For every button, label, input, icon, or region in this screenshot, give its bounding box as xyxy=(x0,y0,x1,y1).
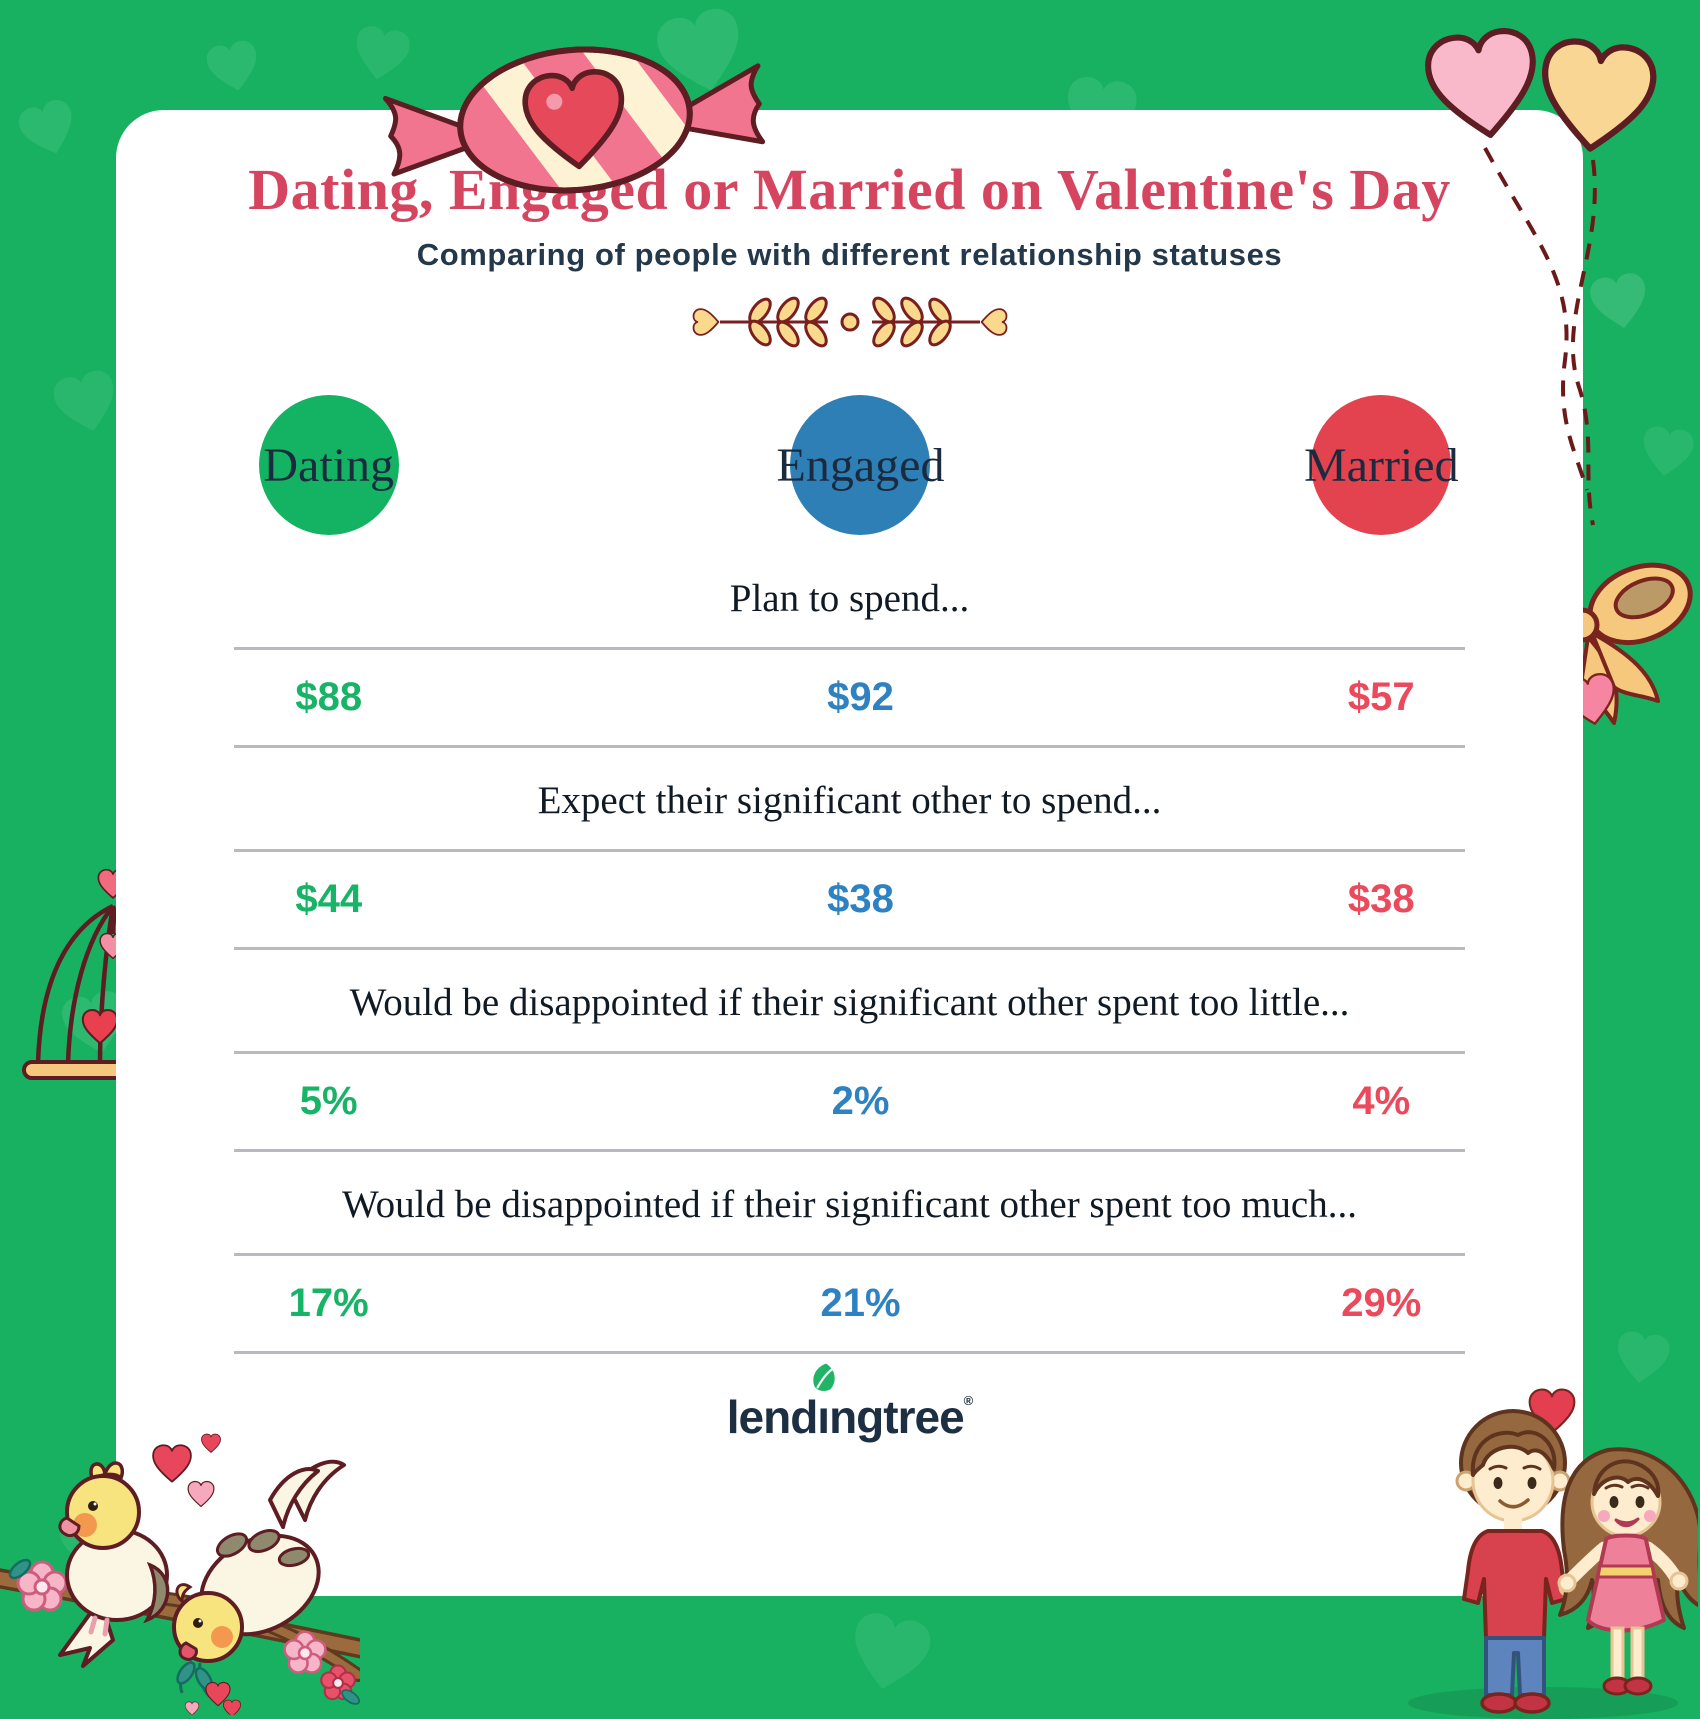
stat-value-engaged: $38 xyxy=(827,877,894,921)
stat-question: Would be disappointed if their significa… xyxy=(342,1183,1357,1226)
divider xyxy=(234,849,1465,852)
stat-value-engaged: 2% xyxy=(831,1079,890,1123)
married-circle xyxy=(1311,395,1452,535)
stat-value-married: 4% xyxy=(1352,1079,1411,1123)
stat-value-dating: 17% xyxy=(288,1281,369,1325)
heart-balloons-illustration xyxy=(1415,20,1675,526)
stat-value-married: 29% xyxy=(1341,1281,1422,1325)
legend-dating: Dating xyxy=(116,394,541,536)
stat-values-row: 17% 21% 29% xyxy=(116,1256,1583,1351)
stat-values-row: $44 $38 $38 xyxy=(116,852,1583,947)
lendingtree-logo: lendı ngtree® xyxy=(116,1363,1583,1444)
divider xyxy=(234,1149,1465,1152)
registered-mark: ® xyxy=(963,1393,974,1408)
legend-engaged: Engaged xyxy=(541,394,1179,536)
ornament-divider xyxy=(116,291,1583,356)
infographic-card: Dating, Engaged or Married on Valentine'… xyxy=(116,110,1583,1596)
love-birds-illustration xyxy=(0,1433,360,1715)
page-subtitle: Comparing of people with different relat… xyxy=(416,237,1283,272)
divider xyxy=(234,1253,1465,1256)
logo-text-suffix: ngtree xyxy=(829,1391,965,1443)
stat-section-plan-to-spend: Plan to spend... $88 $92 $57 xyxy=(116,546,1583,748)
stats-table: Plan to spend... $88 $92 $57 Expect thei… xyxy=(116,546,1583,1354)
page-title: Dating, Engaged or Married on Valentine'… xyxy=(248,157,1451,222)
stat-question: Plan to spend... xyxy=(729,577,970,620)
divider xyxy=(234,647,1465,650)
engaged-label: Engaged xyxy=(776,438,945,492)
stat-section-disappointed-too-little: Would be disappointed if their significa… xyxy=(116,950,1583,1152)
candy-illustration xyxy=(382,40,766,200)
stat-value-dating: $88 xyxy=(295,675,363,719)
stat-values-row: $88 $92 $57 xyxy=(116,650,1583,745)
legend-married: Married xyxy=(1180,394,1583,536)
stat-value-engaged: 21% xyxy=(820,1281,901,1325)
stat-question: Would be disappointed if their significa… xyxy=(349,981,1350,1024)
stat-values-row: 5% 2% 4% xyxy=(116,1054,1583,1149)
legend-row: Dating Engaged Married xyxy=(116,394,1583,536)
stat-question: Expect their significant other to spend.… xyxy=(537,779,1162,822)
stat-value-married: $38 xyxy=(1347,877,1415,921)
divider xyxy=(234,947,1465,950)
couple-illustration xyxy=(1408,1388,1698,1719)
dating-circle xyxy=(258,395,399,535)
logo-text-prefix: lend xyxy=(726,1391,819,1443)
dating-label: Dating xyxy=(263,438,395,492)
divider xyxy=(234,1051,1465,1054)
floral-ornament-icon xyxy=(692,296,1007,348)
stat-value-engaged: $92 xyxy=(827,675,894,719)
logo-dotless-i: ı xyxy=(817,1391,830,1443)
stat-section-expect-other-to-spend: Expect their significant other to spend.… xyxy=(116,748,1583,950)
stat-value-married: $57 xyxy=(1347,675,1415,719)
stat-value-dating: 5% xyxy=(299,1079,358,1123)
divider xyxy=(234,1351,1465,1354)
married-label: Married xyxy=(1303,438,1459,492)
stat-value-dating: $44 xyxy=(295,877,363,921)
engaged-circle xyxy=(790,395,931,535)
bow-illustration xyxy=(1562,562,1693,730)
stat-section-disappointed-too-much: Would be disappointed if their significa… xyxy=(116,1152,1583,1354)
leaf-icon xyxy=(813,1363,835,1391)
divider xyxy=(234,745,1465,748)
